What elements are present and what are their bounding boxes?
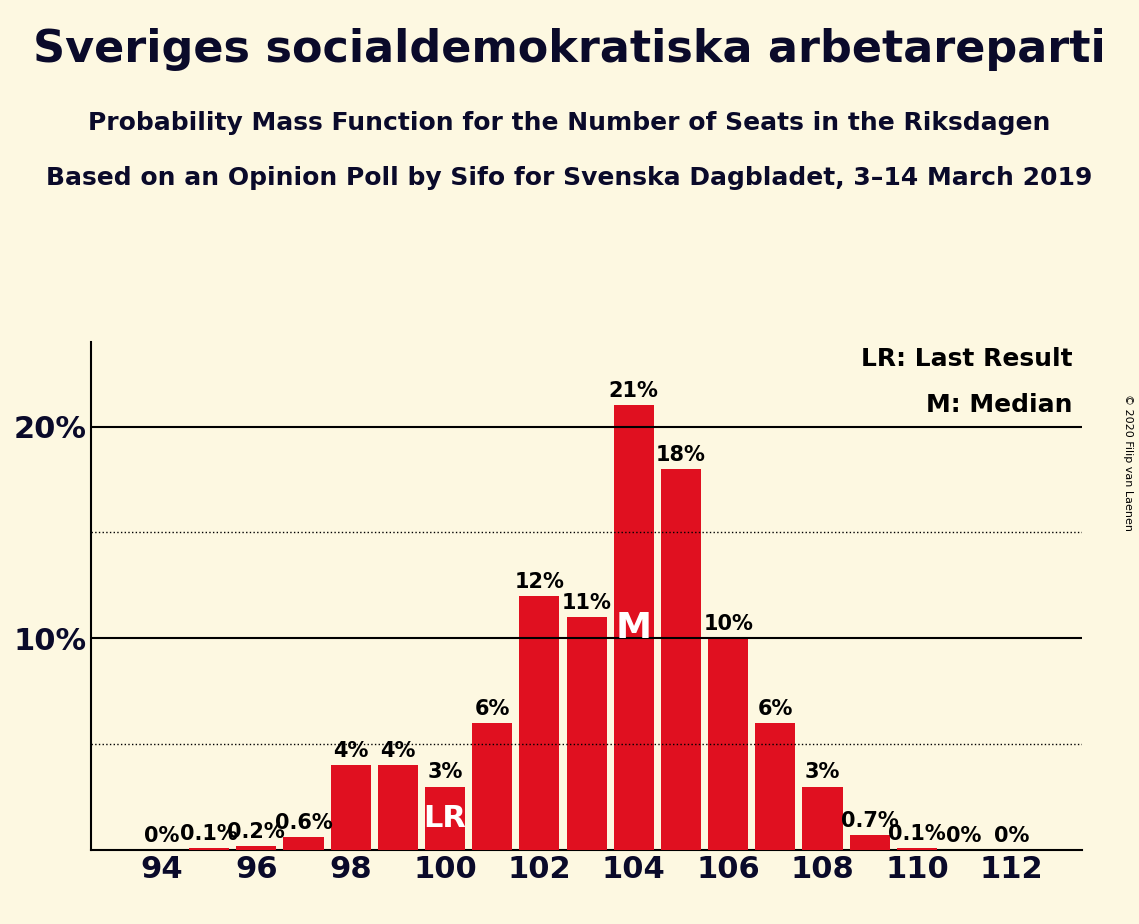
Text: Sveriges socialdemokratiska arbetareparti: Sveriges socialdemokratiska arbetarepart… [33,28,1106,71]
Text: 0.2%: 0.2% [228,821,285,842]
Text: 6%: 6% [475,699,510,719]
Text: 6%: 6% [757,699,793,719]
Text: M: M [616,611,652,645]
Text: 21%: 21% [609,382,658,401]
Text: 3%: 3% [805,762,841,783]
Text: LR: LR [424,804,467,833]
Bar [850,835,890,850]
Text: LR: Last Result: LR: Last Result [861,346,1072,371]
Text: 0%: 0% [145,826,180,845]
Bar [236,845,277,850]
Bar [614,406,654,850]
Text: 0.1%: 0.1% [180,823,238,844]
Bar [896,848,937,850]
Bar [661,469,700,850]
Bar [708,638,748,850]
Text: 18%: 18% [656,444,706,465]
Text: 4%: 4% [333,741,368,761]
Bar [425,786,465,850]
Bar [803,786,843,850]
Text: 10%: 10% [703,614,753,634]
Bar [519,596,559,850]
Text: 3%: 3% [427,762,462,783]
Text: M: Median: M: Median [926,393,1072,417]
Bar [378,765,418,850]
Text: 12%: 12% [515,572,564,591]
Text: 0.7%: 0.7% [841,811,899,831]
Bar [755,723,795,850]
Text: 0.1%: 0.1% [888,823,945,844]
Bar [189,848,229,850]
Text: Probability Mass Function for the Number of Seats in the Riksdagen: Probability Mass Function for the Number… [89,111,1050,135]
Bar [566,617,607,850]
Text: 0%: 0% [947,826,982,845]
Text: © 2020 Filip van Laenen: © 2020 Filip van Laenen [1123,394,1133,530]
Bar [330,765,370,850]
Text: 0%: 0% [993,826,1029,845]
Bar [473,723,513,850]
Text: 0.6%: 0.6% [274,813,333,833]
Text: 11%: 11% [562,593,612,613]
Bar [284,837,323,850]
Text: Based on an Opinion Poll by Sifo for Svenska Dagbladet, 3–14 March 2019: Based on an Opinion Poll by Sifo for Sve… [47,166,1092,190]
Text: 4%: 4% [380,741,416,761]
